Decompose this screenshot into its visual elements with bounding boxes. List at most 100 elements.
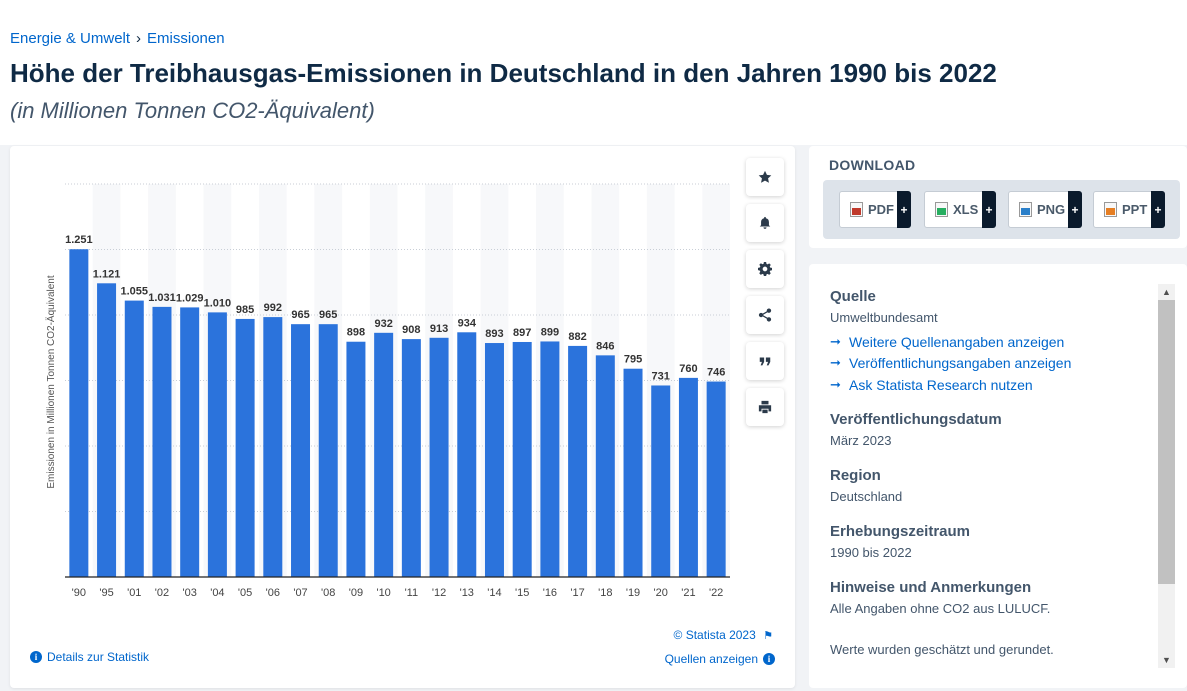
x-tick-label: '14 xyxy=(487,587,501,599)
plus-icon: + xyxy=(897,191,911,228)
notes-heading: Hinweise und Anmerkungen xyxy=(830,578,1032,596)
print-button[interactable] xyxy=(746,388,784,426)
settings-button[interactable] xyxy=(746,250,784,288)
ask-research-link[interactable]: ➞ Ask Statista Research nutzen xyxy=(830,374,1159,396)
x-tick-label: '11 xyxy=(405,587,419,599)
more-sources-link[interactable]: ➞ Weitere Quellenangaben anzeigen xyxy=(830,331,1159,353)
bar-value-label: 913 xyxy=(430,323,448,335)
download-ppt-button[interactable]: PPT + xyxy=(1093,191,1165,228)
chart-bar[interactable] xyxy=(152,306,172,577)
chart-bar[interactable] xyxy=(512,341,532,577)
xls-file-icon xyxy=(935,202,948,217)
bar-value-label: 760 xyxy=(679,363,697,375)
download-xls-button[interactable]: XLS + xyxy=(924,191,996,228)
bar-value-label: 893 xyxy=(485,328,503,340)
chart-bar[interactable] xyxy=(346,341,366,577)
chart-bar[interactable] xyxy=(595,355,615,577)
x-tick-label: '08 xyxy=(321,587,335,599)
info-content[interactable]: Quelle Umweltbundesamt ➞ Weitere Quellena… xyxy=(809,264,1159,688)
bar-value-label: 1.055 xyxy=(121,286,149,298)
source-links: ➞ Weitere Quellenangaben anzeigen ➞ Veröff… xyxy=(830,331,1159,396)
star-icon xyxy=(758,170,772,183)
bar-value-label: 795 xyxy=(624,354,642,366)
chart-bar[interactable] xyxy=(207,312,227,577)
notification-button[interactable] xyxy=(746,204,784,242)
scroll-up-icon[interactable]: ▲ xyxy=(1158,284,1175,300)
share-button[interactable] xyxy=(746,296,784,334)
x-tick-label: '13 xyxy=(460,587,474,599)
x-tick-label: '22 xyxy=(709,587,723,599)
breadcrumb-current-link[interactable]: Emissionen xyxy=(147,30,225,47)
info-icon: i xyxy=(30,651,42,663)
chart-bar[interactable] xyxy=(484,343,504,577)
x-tick-label: '01 xyxy=(127,587,141,599)
details-link[interactable]: i Details zur Statistik xyxy=(30,650,149,664)
chart-bar[interactable] xyxy=(263,317,283,577)
chart-bar[interactable] xyxy=(540,341,560,577)
chart-bar[interactable] xyxy=(651,385,671,577)
bell-icon xyxy=(759,216,771,229)
x-tick-label: '05 xyxy=(238,587,252,599)
bar-value-label: 899 xyxy=(541,326,559,338)
sources-link[interactable]: Quellen anzeigen i xyxy=(665,652,775,666)
print-icon xyxy=(758,400,772,414)
x-tick-label: '18 xyxy=(598,587,612,599)
chart-bar[interactable] xyxy=(180,307,200,577)
bar-value-label: 1.031 xyxy=(148,292,176,304)
chart-bar[interactable] xyxy=(291,324,311,577)
chart-bar[interactable] xyxy=(124,300,144,577)
download-png-label: PNG xyxy=(1037,202,1066,217)
bar-value-label: 1.251 xyxy=(65,234,93,246)
chart-toolbar xyxy=(746,158,784,434)
bar-value-label: 965 xyxy=(319,309,337,321)
chart-bar[interactable] xyxy=(457,332,477,577)
bar-value-label: 985 xyxy=(236,304,254,316)
chart-bar[interactable] xyxy=(706,381,726,577)
page-title: Höhe der Treibhausgas-Emissionen in Deut… xyxy=(10,58,997,88)
copyright-link[interactable]: © Statista 2023 ⚑ xyxy=(674,628,773,642)
chart-bar[interactable] xyxy=(429,337,449,577)
notes-value-estimated: Werte wurden geschätzt und gerundet. xyxy=(830,641,1054,657)
chart-bar[interactable] xyxy=(568,345,588,577)
publication-info-link[interactable]: ➞ Veröffentlichungsangaben anzeigen xyxy=(830,353,1159,375)
download-title: DOWNLOAD xyxy=(829,157,916,173)
x-tick-label: '06 xyxy=(266,587,280,599)
favorite-button[interactable] xyxy=(746,158,784,196)
breadcrumb-category-link[interactable]: Energie & Umwelt xyxy=(10,30,131,47)
chart-bar[interactable] xyxy=(678,377,698,577)
bar-value-label: 932 xyxy=(374,318,392,330)
region-heading: Region xyxy=(830,466,881,484)
x-tick-label: '90 xyxy=(72,587,86,599)
share-icon xyxy=(758,308,772,322)
scroll-down-icon[interactable]: ▼ xyxy=(1158,652,1175,668)
chart-card: 1.251 '90 1.121 '95 1.055 '01 1.031 '02 1.029 '03… xyxy=(10,146,795,688)
bar-chart: 1.251 '90 1.121 '95 1.055 '01 1.031 '02 1.029 '03… xyxy=(45,183,730,599)
x-tick-label: '09 xyxy=(349,587,363,599)
plus-icon: + xyxy=(1151,191,1165,228)
bar-value-label: 908 xyxy=(402,324,420,336)
download-pdf-button[interactable]: PDF + xyxy=(839,191,911,228)
chart-bar[interactable] xyxy=(97,283,117,577)
info-panel: Quelle Umweltbundesamt ➞ Weitere Quellena… xyxy=(809,264,1187,688)
x-tick-label: '95 xyxy=(99,587,113,599)
bar-value-label: 1.029 xyxy=(176,292,204,304)
chart-bar[interactable] xyxy=(401,339,421,577)
chart-bar[interactable] xyxy=(623,368,643,577)
cite-button[interactable] xyxy=(746,342,784,380)
bar-value-label: 898 xyxy=(347,327,365,339)
chart-bar[interactable] xyxy=(69,249,89,577)
ask-research-label: Ask Statista Research nutzen xyxy=(849,376,1033,393)
publication-info-label: Veröffentlichungsangaben anzeigen xyxy=(849,355,1072,372)
arrow-right-icon: ➞ xyxy=(830,355,841,371)
chart-bar[interactable] xyxy=(318,324,338,577)
download-png-button[interactable]: PNG + xyxy=(1008,191,1082,228)
pub-date-value: März 2023 xyxy=(830,432,892,448)
chart-bar[interactable] xyxy=(374,332,394,577)
download-ppt-label: PPT xyxy=(1122,202,1148,217)
pub-date-heading: Veröffentlichungsdatum xyxy=(830,410,1002,428)
x-tick-label: '12 xyxy=(432,587,446,599)
x-tick-label: '17 xyxy=(570,587,584,599)
source-value: Umweltbundesamt xyxy=(830,310,938,325)
scrollbar-thumb[interactable] xyxy=(1158,300,1175,584)
chart-bar[interactable] xyxy=(235,318,255,577)
